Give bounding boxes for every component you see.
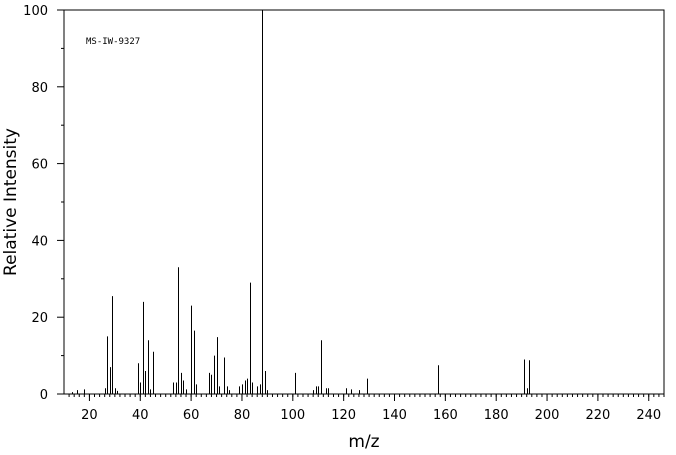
spectrum-peaks bbox=[72, 10, 530, 394]
plot-frame bbox=[63, 9, 665, 395]
x-tick-label: 240 bbox=[636, 408, 661, 423]
y-tick-label: 60 bbox=[31, 158, 48, 173]
y-tick-label: 0 bbox=[40, 388, 48, 403]
y-minor-ticks bbox=[61, 47, 64, 357]
x-axis-title: m/z bbox=[348, 432, 379, 452]
x-tick-label: 220 bbox=[585, 408, 610, 423]
x-tick-label: 180 bbox=[484, 408, 509, 423]
x-tick-label: 20 bbox=[81, 408, 98, 423]
y-axis-ticks: 0 20 40 60 80 100 bbox=[23, 4, 64, 403]
y-tick-label: 100 bbox=[23, 4, 48, 19]
x-axis-ticks: 20 40 60 80 100 120 140 160 180 200 220 240 bbox=[81, 394, 661, 423]
x-tick-label: 80 bbox=[234, 408, 251, 423]
x-tick-label: 140 bbox=[382, 408, 407, 423]
y-tick-label: 80 bbox=[31, 81, 48, 96]
y-tick-label: 40 bbox=[31, 234, 48, 249]
x-tick-label: 160 bbox=[433, 408, 458, 423]
x-tick-label: 200 bbox=[535, 408, 560, 423]
x-tick-label: 60 bbox=[183, 408, 200, 423]
x-tick-label: 100 bbox=[280, 408, 305, 423]
y-tick-label: 20 bbox=[31, 311, 48, 326]
x-tick-label: 40 bbox=[132, 408, 149, 423]
x-tick-label: 120 bbox=[331, 408, 356, 423]
y-axis-title: Relative Intensity bbox=[1, 128, 21, 276]
spectrum-code-label: MS-IW-9327 bbox=[86, 37, 140, 47]
